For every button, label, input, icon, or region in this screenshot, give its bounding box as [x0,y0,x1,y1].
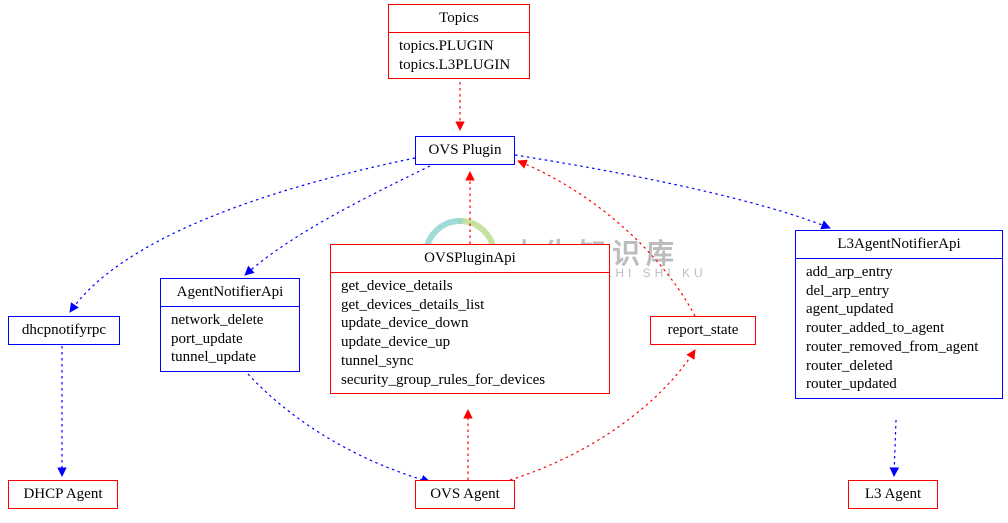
node-ovs_plugin_api-item: security_group_rules_for_devices [341,371,599,390]
edge-ovsplugin-to-l3agentnotifier [515,155,830,228]
node-topics-item: topics.PLUGIN [399,37,519,56]
node-ovs_agent-title: OVS Agent [416,481,514,508]
node-l3_agent_notifier-item: router_deleted [806,357,992,376]
node-ovs_agent: OVS Agent [415,480,515,509]
node-dhcp_agent: DHCP Agent [8,480,118,509]
node-l3_agent-title: L3 Agent [849,481,937,508]
node-l3_agent_notifier: L3AgentNotifierApiadd_arp_entrydel_arp_e… [795,230,1003,399]
node-report_state: report_state [650,316,756,345]
node-agent_notifier: AgentNotifierApinetwork_deleteport_updat… [160,278,300,372]
node-ovs_plugin_api-item: tunnel_sync [341,352,599,371]
node-ovs_plugin_api-item: get_devices_details_list [341,296,599,315]
node-topics-body: topics.PLUGINtopics.L3PLUGIN [389,33,529,79]
node-l3_agent_notifier-item: router_added_to_agent [806,319,992,338]
node-agent_notifier-item: network_delete [171,311,289,330]
node-report_state-title: report_state [651,317,755,344]
node-l3_agent_notifier-item: add_arp_entry [806,263,992,282]
node-agent_notifier-title: AgentNotifierApi [161,279,299,307]
node-ovs_plugin_api-item: get_device_details [341,277,599,296]
node-agent_notifier-body: network_deleteport_updatetunnel_update [161,307,299,371]
node-l3_agent_notifier-title: L3AgentNotifierApi [796,231,1002,259]
node-agent_notifier-item: tunnel_update [171,348,289,367]
node-ovs_plugin_api: OVSPluginApiget_device_detailsget_device… [330,244,610,394]
node-ovs_plugin_api-body: get_device_detailsget_devices_details_li… [331,273,609,394]
node-ovs_plugin_api-title: OVSPluginApi [331,245,609,273]
node-dhcp_agent-title: DHCP Agent [9,481,117,508]
node-l3_agent_notifier-item: del_arp_entry [806,282,992,301]
node-l3_agent: L3 Agent [848,480,938,509]
edge-l3agentnotifier-to-l3agent [894,420,896,476]
node-topics-item: topics.L3PLUGIN [399,56,519,75]
node-l3_agent_notifier-item: router_updated [806,375,992,394]
node-l3_agent_notifier-item: agent_updated [806,300,992,319]
node-ovs_plugin-title: OVS Plugin [416,137,514,164]
node-ovs_plugin_api-item: update_device_up [341,333,599,352]
node-l3_agent_notifier-item: router_removed_from_agent [806,338,992,357]
node-topics: Topicstopics.PLUGINtopics.L3PLUGIN [388,4,530,79]
node-agent_notifier-item: port_update [171,330,289,349]
node-ovs_plugin: OVS Plugin [415,136,515,165]
node-ovs_plugin_api-item: update_device_down [341,314,599,333]
node-topics-title: Topics [389,5,529,33]
node-dhcpnotifyrpc-title: dhcpnotifyrpc [9,317,119,344]
node-dhcpnotifyrpc: dhcpnotifyrpc [8,316,120,345]
node-l3_agent_notifier-body: add_arp_entrydel_arp_entryagent_updatedr… [796,259,1002,398]
